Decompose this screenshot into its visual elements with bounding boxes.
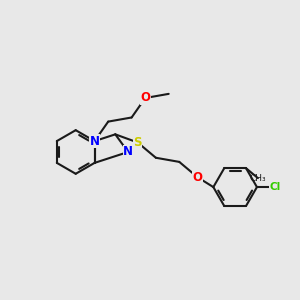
Text: O: O: [193, 171, 202, 184]
Text: S: S: [134, 136, 142, 149]
Text: N: N: [90, 135, 100, 148]
Text: Cl: Cl: [269, 182, 281, 192]
Text: O: O: [140, 92, 150, 104]
Text: N: N: [123, 146, 133, 158]
Text: CH₃: CH₃: [250, 174, 266, 183]
